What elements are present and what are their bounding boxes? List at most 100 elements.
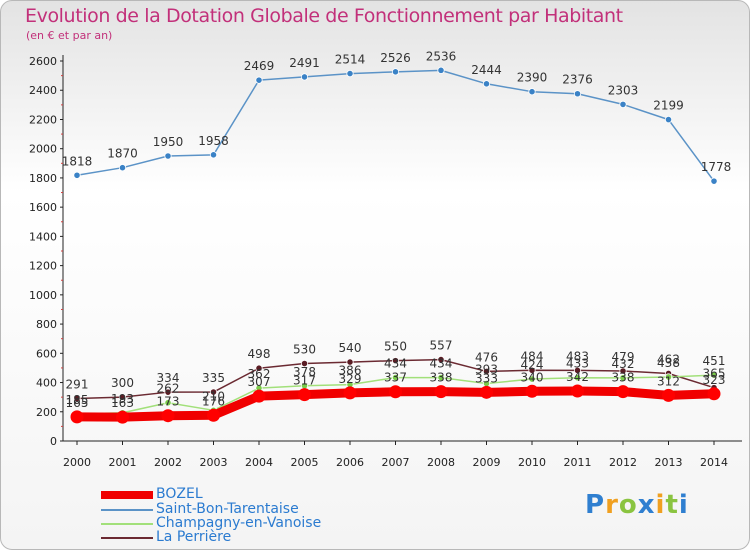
data-label-bozel: 163 (111, 396, 134, 410)
data-label-la-perri-re: 540 (339, 341, 362, 355)
legend-label-bozel: BOZEL (156, 486, 203, 502)
data-point-champagny-en-vanoise (164, 399, 172, 407)
data-point-champagny-en-vanoise (391, 373, 400, 382)
data-point-saint-bon-tarentaise (664, 116, 673, 124)
data-point-saint-bon-tarentaise (528, 88, 536, 96)
data-label-champagny-en-vanoise: 193 (111, 392, 134, 406)
data-label-champagny-en-vanoise: 386 (339, 364, 362, 378)
y-tick-label: 0 (50, 435, 57, 448)
data-point-champagny-en-vanoise (710, 371, 718, 379)
data-label-la-perri-re: 335 (202, 371, 225, 385)
data-label-la-perri-re: 334 (157, 371, 180, 385)
y-tick-label: 400 (36, 377, 57, 390)
data-point-la-perri-re (573, 366, 582, 375)
legend-label-saint-bon: Saint-Bon-Tarentaise (156, 501, 299, 517)
data-label-bozel: 338 (612, 371, 635, 385)
data-point-la-perri-re (391, 357, 400, 365)
x-tick-label: 2008 (427, 456, 455, 469)
legend-swatch-bozel (101, 491, 153, 499)
logo-letter: P (585, 490, 606, 520)
y-tick-label: 800 (36, 318, 57, 331)
data-point-saint-bon-tarentaise (300, 73, 309, 81)
data-label-saint-bon-tarentaise: 2536 (426, 49, 457, 63)
x-tick-label: 2007 (382, 456, 410, 469)
data-label-la-perri-re: 300 (111, 376, 134, 390)
data-point-saint-bon-tarentaise (73, 171, 81, 179)
y-tick-label: 1000 (29, 289, 57, 302)
data-label-la-perri-re: 365 (703, 367, 726, 381)
data-point-bozel (70, 410, 84, 424)
y-tick-label: 1400 (29, 230, 57, 243)
x-tick-label: 2010 (518, 456, 546, 469)
legend-swatch-champagny (101, 523, 153, 525)
data-label-saint-bon-tarentaise: 2444 (471, 63, 502, 77)
data-label-bozel: 337 (384, 371, 407, 385)
data-label-saint-bon-tarentaise: 1778 (701, 160, 732, 174)
data-point-bozel (161, 409, 175, 423)
x-tick-label: 2009 (473, 456, 501, 469)
data-point-la-perri-re (300, 359, 309, 368)
data-label-champagny-en-vanoise: 424 (521, 358, 544, 372)
legend-swatch-la-perriere (101, 537, 153, 539)
data-point-bozel (707, 387, 721, 401)
data-point-bozel (116, 410, 129, 424)
data-point-bozel (343, 386, 357, 400)
data-point-la-perri-re (164, 388, 172, 396)
x-tick-label: 2000 (63, 456, 91, 469)
x-tick-label: 2012 (609, 456, 637, 469)
data-point-champagny-en-vanoise (573, 374, 582, 382)
x-tick-label: 2006 (336, 456, 364, 469)
y-tick-label: 2600 (29, 55, 57, 68)
data-label-champagny-en-vanoise: 434 (430, 357, 453, 371)
legend-swatch-saint-bon (101, 509, 153, 511)
data-label-champagny-en-vanoise: 451 (703, 354, 726, 368)
data-point-saint-bon-tarentaise (164, 152, 172, 160)
data-label-saint-bon-tarentaise: 2199 (653, 99, 684, 113)
data-point-la-perri-re (118, 393, 127, 401)
x-tick-label: 2005 (291, 456, 319, 469)
data-label-champagny-en-vanoise: 262 (157, 382, 180, 396)
data-point-saint-bon-tarentaise (619, 100, 627, 109)
data-point-la-perri-re (209, 388, 218, 396)
y-tick-label: 1200 (29, 260, 57, 273)
data-point-la-perri-re (482, 367, 491, 376)
x-tick-label: 2014 (700, 456, 728, 469)
y-tick-label: 200 (36, 406, 57, 419)
data-point-bozel (434, 385, 448, 399)
data-label-bozel: 317 (293, 374, 316, 388)
data-label-bozel: 329 (339, 372, 362, 386)
data-label-champagny-en-vanoise: 434 (384, 357, 407, 371)
data-point-la-perri-re (619, 367, 627, 375)
data-point-saint-bon-tarentaise (573, 90, 582, 98)
data-point-saint-bon-tarentaise (482, 80, 491, 88)
data-point-la-perri-re (346, 358, 354, 366)
data-label-saint-bon-tarentaise: 1950 (153, 135, 184, 149)
data-label-champagny-en-vanoise: 432 (612, 357, 635, 371)
legend-item-champagny: Champagny-en-Vanoise (101, 516, 401, 531)
data-point-champagny-en-vanoise (437, 373, 445, 382)
y-tick-label: 2400 (29, 84, 57, 97)
data-point-saint-bon-tarentaise (437, 66, 445, 74)
logo-letter: o (618, 490, 638, 520)
logo-letter: r (605, 490, 619, 520)
data-point-bozel (480, 385, 493, 399)
logo-letter: x (637, 490, 656, 520)
data-point-saint-bon-tarentaise (346, 69, 354, 78)
data-label-la-perri-re: 550 (384, 340, 407, 354)
data-label-saint-bon-tarentaise: 2514 (335, 53, 366, 67)
data-label-bozel: 323 (703, 373, 726, 387)
data-label-la-perri-re: 462 (657, 352, 680, 366)
data-label-saint-bon-tarentaise: 1958 (198, 134, 229, 148)
data-label-champagny-en-vanoise: 362 (248, 367, 271, 381)
x-tick-label: 2011 (564, 456, 592, 469)
data-point-bozel (252, 389, 266, 403)
data-label-saint-bon-tarentaise: 1870 (107, 147, 138, 161)
data-label-la-perri-re: 291 (66, 377, 89, 391)
data-label-bozel: 307 (248, 375, 271, 389)
logo-letter: t (665, 490, 679, 520)
data-point-bozel (298, 388, 311, 402)
data-point-bozel (525, 384, 539, 398)
legend-item-la-perriere: La Perrière (101, 530, 401, 545)
